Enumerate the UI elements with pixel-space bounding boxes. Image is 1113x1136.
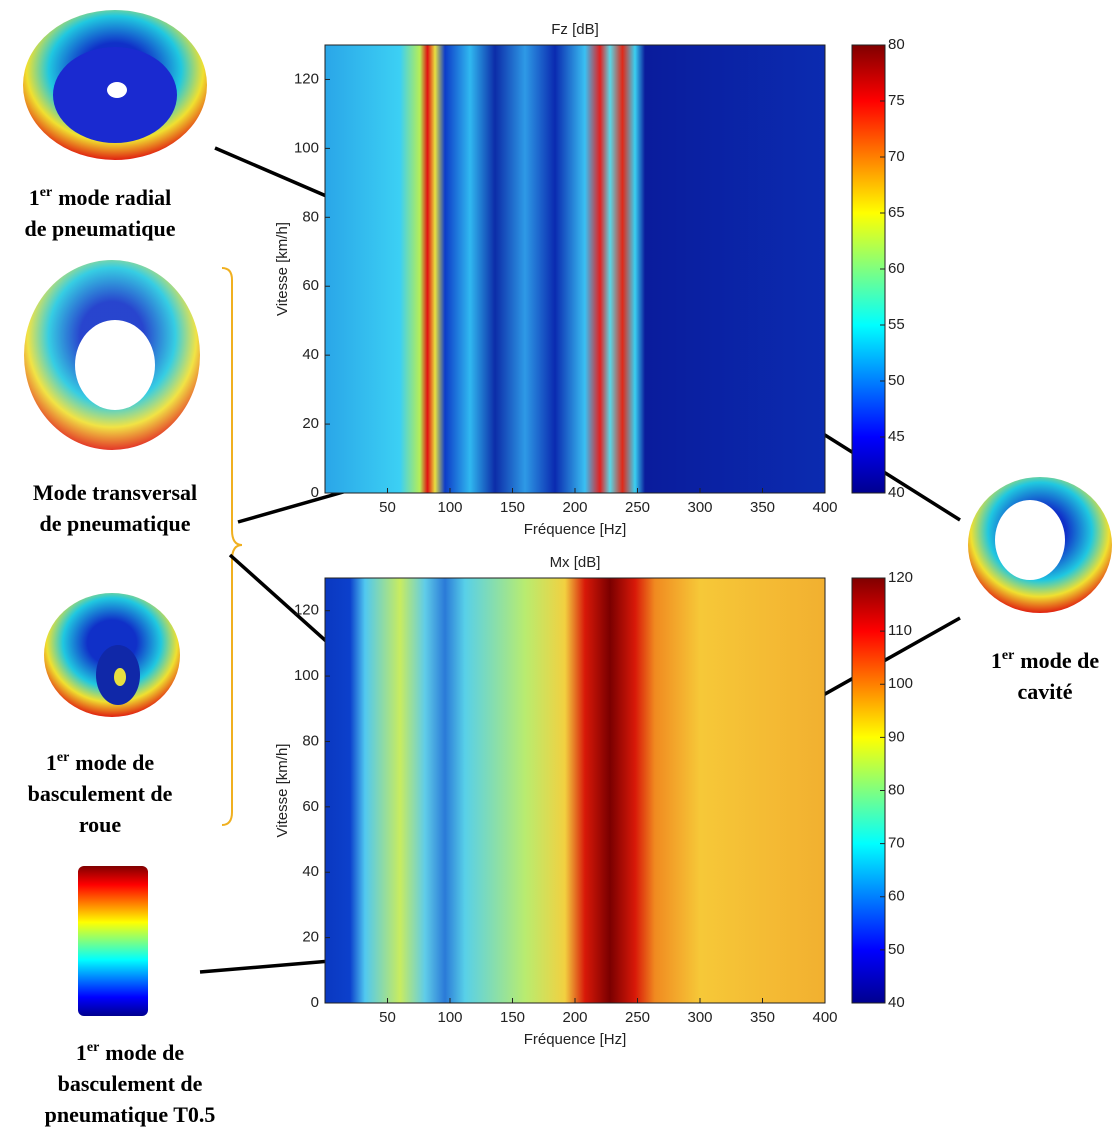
colorbar-tick-label: 75 <box>888 92 905 109</box>
annotation-text: Mode transversal <box>33 480 197 505</box>
colorbar-tick-label: 70 <box>888 148 905 165</box>
annotation-text: roue <box>79 812 122 837</box>
x-tick-label: 250 <box>625 1009 650 1026</box>
tire-illustrations <box>23 10 1112 1016</box>
colorbar-tick-label: 70 <box>888 835 905 852</box>
colorbar-tick-label: 60 <box>888 888 905 905</box>
y-tick-label: 20 <box>302 929 319 946</box>
y-axis-label: Vitesse [km/h] <box>274 744 291 838</box>
x-tick-label: 350 <box>750 1009 775 1026</box>
colorbar-tick-label: 40 <box>888 994 905 1011</box>
x-axis-label: Fréquence [Hz] <box>524 521 627 538</box>
annotation-superscript: er <box>87 1040 99 1055</box>
y-tick-label: 0 <box>311 994 319 1011</box>
annotation-line: cavité <box>1018 679 1073 704</box>
annotation-text: de pneumatique <box>25 216 176 241</box>
y-tick-label: 40 <box>302 346 319 363</box>
colorbar <box>851 44 886 494</box>
chart-title: Fz [dB] <box>551 21 599 38</box>
x-tick-label: 400 <box>812 499 837 516</box>
y-tick-label: 0 <box>311 484 319 501</box>
colorbar-tick-label: 80 <box>888 781 905 798</box>
colorbar-tick-label: 80 <box>888 36 905 53</box>
annotation-text: 1er mode de <box>76 1040 184 1065</box>
annotation-line: basculement de <box>58 1071 203 1096</box>
heatmap <box>324 577 826 1004</box>
x-tick-label: 50 <box>379 1009 396 1026</box>
annotation-line: de pneumatique <box>40 511 191 536</box>
annotation-text: basculement de <box>28 781 173 806</box>
y-tick-label: 60 <box>302 277 319 294</box>
annotation-line: de pneumatique <box>25 216 176 241</box>
x-tick-label: 150 <box>500 499 525 516</box>
heatmap <box>324 44 826 494</box>
x-tick-label: 300 <box>687 499 712 516</box>
annotation-line: mode de <box>75 750 154 775</box>
y-tick-label: 80 <box>302 732 319 749</box>
annotation-superscript: er <box>1002 648 1014 663</box>
y-axis-label: Vitesse [km/h] <box>274 222 291 316</box>
y-tick-label: 40 <box>302 863 319 880</box>
annotation-line: mode de <box>1020 648 1099 673</box>
x-tick-label: 150 <box>500 1009 525 1026</box>
colorbar-tick-label: 65 <box>888 204 905 221</box>
annotation-text: 1er mode radial <box>29 185 172 210</box>
colorbar-tick-label: 120 <box>888 569 913 586</box>
x-tick-label: 400 <box>812 1009 837 1026</box>
x-axis-label: Fréquence [Hz] <box>524 1031 627 1048</box>
colorbar <box>851 577 886 1004</box>
colorbar-tick-label: 45 <box>888 428 905 445</box>
colorbar-tick-label: 55 <box>888 316 905 333</box>
annotation-text: cavité <box>1018 679 1073 704</box>
x-tick-label: 200 <box>562 1009 587 1026</box>
annotation-superscript: er <box>40 185 52 200</box>
annotation-line: pneumatique T0.5 <box>45 1102 216 1127</box>
x-tick-label: 100 <box>437 499 462 516</box>
x-tick-label: 300 <box>687 1009 712 1026</box>
colorbar-tick-label: 60 <box>888 260 905 277</box>
colorbar-tick-label: 90 <box>888 728 905 745</box>
colorbar-tick-label: 50 <box>888 372 905 389</box>
chart-title: Mx [dB] <box>550 554 601 571</box>
annotation-text: de pneumatique <box>40 511 191 536</box>
y-tick-label: 20 <box>302 415 319 432</box>
y-tick-label: 80 <box>302 208 319 225</box>
x-tick-label: 350 <box>750 499 775 516</box>
x-tick-label: 100 <box>437 1009 462 1026</box>
annotation-number: 1 <box>76 1040 87 1065</box>
annotation-number: 1 <box>29 185 40 210</box>
annotation-text: 1er mode de <box>991 648 1099 673</box>
x-tick-label: 50 <box>379 499 396 516</box>
annotation-line: Mode transversal <box>33 480 197 505</box>
annotation-line: roue <box>79 812 122 837</box>
y-tick-label: 100 <box>294 139 319 156</box>
y-tick-label: 60 <box>302 798 319 815</box>
annotation-number: 1 <box>991 648 1002 673</box>
y-tick-label: 120 <box>294 70 319 87</box>
annotation-text: basculement de <box>58 1071 203 1096</box>
y-tick-label: 100 <box>294 667 319 684</box>
annotation-number: 1 <box>46 750 57 775</box>
annotation-line: mode de <box>105 1040 184 1065</box>
annotation-line: mode radial <box>58 185 171 210</box>
colorbar-tick-label: 100 <box>888 675 913 692</box>
x-tick-label: 200 <box>562 499 587 516</box>
colorbar-tick-label: 110 <box>888 622 912 639</box>
annotation-text: 1er mode de <box>46 750 154 775</box>
x-tick-label: 250 <box>625 499 650 516</box>
annotation-text: pneumatique T0.5 <box>45 1102 216 1127</box>
colorbar-tick-label: 40 <box>888 484 905 501</box>
annotation-line: basculement de <box>28 781 173 806</box>
y-tick-label: 120 <box>294 602 319 619</box>
annotation-superscript: er <box>57 750 69 765</box>
colorbar-tick-label: 50 <box>888 941 905 958</box>
